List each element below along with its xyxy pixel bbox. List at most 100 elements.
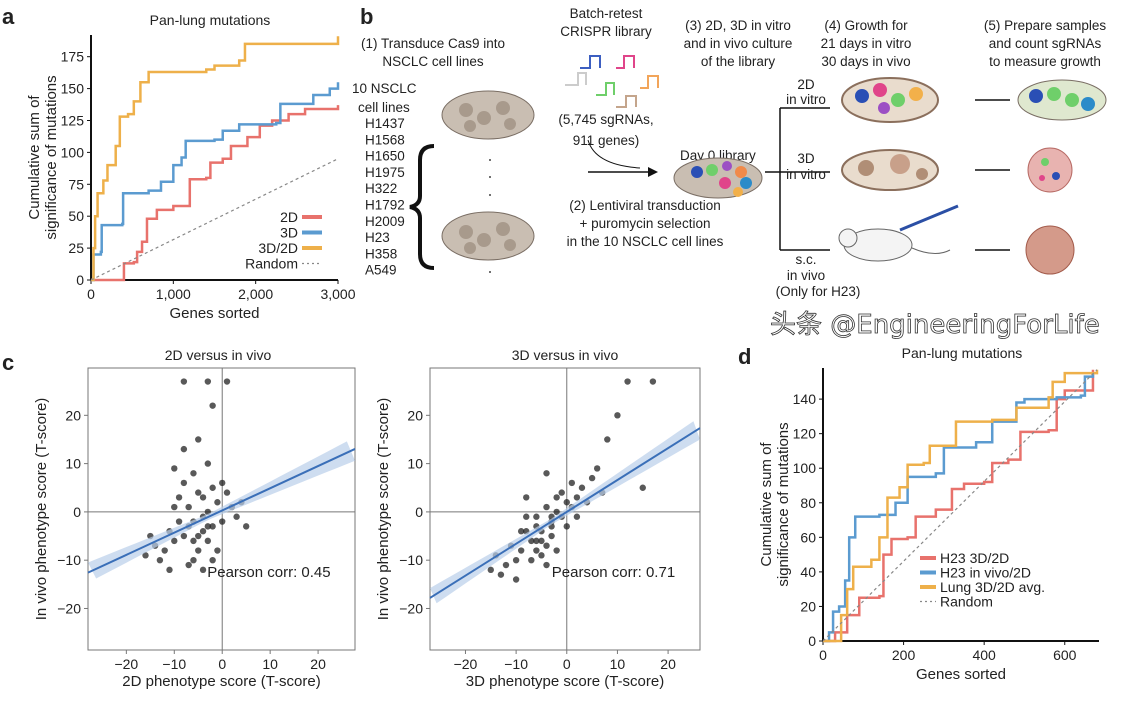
data-point [195,436,202,443]
legend-label: 3D [280,225,298,241]
step1-line2: NSCLC cell lines [382,54,484,69]
data-point [185,561,192,569]
arrowhead [648,167,658,177]
series-line-lung-3d-2d-avg- [823,369,1099,643]
y-tick-label: 125 [61,112,85,128]
y-tick-label: 100 [793,460,817,476]
series-line-2d [91,105,340,282]
data-point [199,528,207,535]
y-tick-label: 20 [800,598,816,614]
x-tick-label: 3,000 [320,286,355,302]
x-tick-label: 20 [310,656,326,672]
data-point [190,537,197,545]
legend-label: Random [245,256,298,272]
data-point [209,523,216,530]
y-tick-label: 40 [800,564,816,580]
panel-label-d: d [738,344,751,369]
pearson-annotation: Pearson corr: 0.71 [552,564,675,581]
step2-line3: in the 10 NSCLC cell lines [567,234,724,249]
data-point [563,499,570,506]
data-point [166,566,173,574]
x-tick-label: 10 [610,656,626,672]
x-tick-label: 0 [218,656,226,672]
result-3d [1027,147,1073,193]
library-title-2: CRISPR library [560,24,652,39]
data-point [533,547,540,554]
x-tick-label: 0 [563,656,571,672]
x-tick-label: −10 [504,656,528,672]
step4-line3: 30 days in vivo [821,54,910,69]
data-point [568,479,576,487]
watermark: 头条 @EngineeringForLife [770,310,1100,340]
data-point [512,576,520,583]
x-tick-label: 400 [972,647,996,663]
plot-frame [87,367,356,651]
step1-line1: (1) Transduce Cas9 into [361,36,505,51]
data-point [543,503,550,511]
step3-line2: and in vivo culture [684,36,793,51]
y-tick-label: 0 [73,504,81,520]
data-point [233,513,240,520]
series-line-random [90,158,339,281]
x-tick-label: 1,000 [156,286,191,302]
data-point [180,445,188,453]
data-point [142,552,149,559]
data-point [517,528,525,535]
y-tick-label: 80 [800,495,816,511]
data-point [190,556,197,564]
y-tick-label: 10 [65,456,81,472]
data-point [175,518,183,525]
y-tick-label: 10 [407,456,423,472]
sgrna-icons [565,55,659,108]
y-tick-label: −10 [57,552,81,568]
data-point [553,547,560,554]
x-tick-label: 2,000 [238,286,273,302]
data-point [517,547,525,554]
chart-d: Pan-lung mutations 0 200 400 600 0 20 40 60 80 100… [758,345,1099,683]
y-axis-label-line: Cumulative sum of [26,95,43,220]
data-point [161,547,168,554]
y-tick-label: −10 [399,552,423,568]
cond-vivo-3: (Only for H23) [776,284,861,299]
x-tick-label: −20 [114,656,138,672]
cell-line-H1437: H1437 [365,116,405,131]
cell-line-H1568: H1568 [365,132,405,147]
result-2d [1017,79,1107,121]
legend-label: 3D/2D [258,240,298,256]
legend-label: Random [940,594,993,610]
cell-line-H2009: H2009 [365,214,405,229]
cell-line-H1650: H1650 [365,149,405,164]
step4-line2: 21 days in vitro [821,36,912,51]
y-axis-label: In vivo phenotype score (T-score) [33,398,50,621]
series-line-3d-2d [91,36,340,282]
x-tick-label: 20 [660,656,676,672]
y-tick-label: 0 [415,504,423,520]
petri-dish-3d [841,149,939,191]
cell-line-H358: H358 [365,246,397,261]
regression-line [429,427,701,599]
y-axis-label: Cumulative sum ofsignificance of mutatio… [758,422,792,586]
y-axis-label: Cumulative sum ofsignificance of mutatio… [26,75,60,239]
y-tick-label: 140 [793,391,817,407]
cell-cluster-bottom [441,211,535,261]
data-point [649,378,657,385]
y-axis-label-line: significance of mutations [775,422,792,586]
day0-cluster [673,157,763,199]
data-point [219,479,226,487]
data-point [553,494,560,501]
y-tick-label: 60 [800,529,816,545]
series-line-h23-in-vivo-2d [823,373,1095,643]
chart-title: Pan-lung mutations [150,12,271,28]
step5-line3: to measure growth [989,54,1101,69]
y-tick-label: 75 [68,176,84,192]
cell-line-H1975: H1975 [365,165,405,180]
petri-dish-2d [841,77,939,123]
y-tick-label: 20 [65,407,81,423]
data-point [573,494,581,501]
x-tick-label: 200 [892,647,916,663]
panel-label-b: b [360,4,373,29]
y-tick-label: 175 [61,49,85,65]
data-point [573,513,581,520]
x-tick-label: 0 [87,286,95,302]
